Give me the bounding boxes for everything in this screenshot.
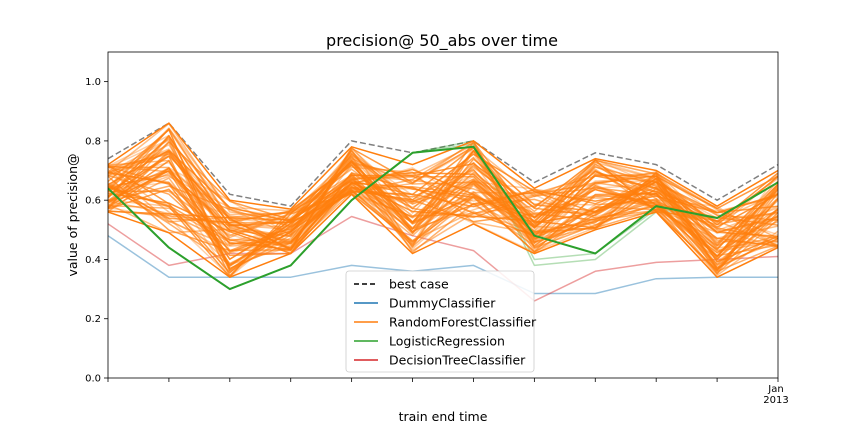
series-line-randomforest-60 (108, 129, 778, 272)
series-line-randomforest-63 (108, 138, 778, 234)
legend-label: best case (389, 277, 449, 292)
plot-frame (107, 51, 779, 379)
y-tick-label: 0.8 (85, 136, 101, 147)
legend-label: LogisticRegression (389, 334, 505, 349)
series-line-randomforest-top (108, 122, 778, 210)
y-tick-label: 0.0 (85, 374, 101, 385)
series-line-randomforest-59 (108, 175, 778, 238)
series-line-randomforest-69 (108, 155, 778, 274)
series-line-randomforest-67 (108, 150, 778, 226)
legend-label: DecisionTreeClassifier (389, 353, 526, 368)
series-line-randomforest-65 (108, 155, 778, 277)
legend: best case DummyClassifier RandomForestClas… (345, 270, 537, 373)
series-line-logisticregression (108, 145, 778, 291)
chart-title: precision@ 50_abs over time (326, 31, 558, 51)
series-line-randomforest-44 (108, 149, 778, 272)
series-line-randomforest-38 (108, 155, 778, 249)
legend-label: DummyClassifier (389, 296, 496, 311)
x-tick-label: Jan (767, 384, 783, 395)
series-line-randomforest-45 (108, 146, 778, 274)
series-line-randomforest-66 (108, 148, 778, 261)
y-tick-label: 0.4 (85, 255, 101, 266)
series-line-randomforest-68 (108, 150, 778, 253)
y-tick-label: 0.6 (85, 196, 101, 207)
series-line-randomforest-58 (108, 135, 778, 263)
series-line-randomforest-bottom (108, 193, 778, 279)
series-line-randomforest-39 (108, 141, 778, 257)
series-line-best-case (108, 122, 778, 207)
series-line-randomforest-56 (108, 172, 778, 277)
y-tick-label: 1.0 (85, 77, 101, 88)
x-axis-label: train end time (399, 409, 488, 424)
y-axis: 0.0 0.2 0.4 0.6 0.8 1.0 (85, 77, 108, 385)
legend-box (345, 270, 535, 373)
plot-area (108, 122, 778, 302)
y-axis-label: value of precision@ (65, 153, 80, 276)
legend-label: RandomForestClassifier (389, 315, 537, 330)
series-line-randomforest-36 (108, 170, 778, 249)
y-tick-label: 0.2 (85, 314, 101, 325)
x-tick-label: 2013 (763, 395, 788, 406)
series-line-randomforest-61 (108, 127, 778, 246)
series-line-dummyclassifier (108, 235, 778, 295)
